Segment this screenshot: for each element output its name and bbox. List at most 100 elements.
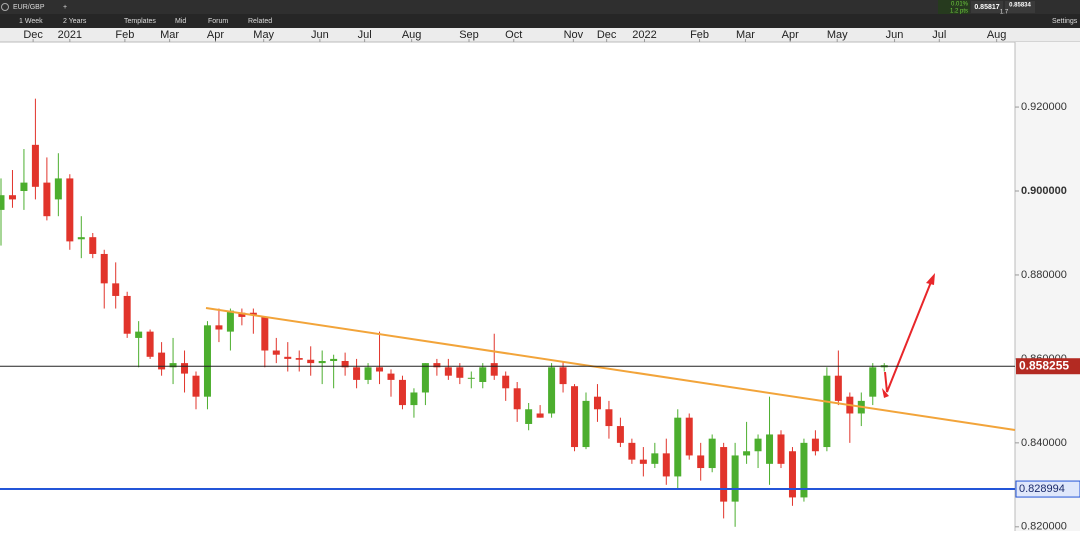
price-label-box: [1015, 480, 1080, 498]
forum-button[interactable]: Forum: [208, 18, 228, 25]
candle-body: [788, 451, 796, 498]
candle-body: [341, 361, 349, 368]
candle-body: [777, 434, 785, 464]
change-box: [938, 0, 970, 14]
settings-button[interactable]: Settings: [1052, 18, 1078, 25]
candle-body: [662, 453, 670, 477]
add-tab[interactable]: +: [63, 4, 67, 11]
x-tick-label: May: [253, 29, 274, 41]
candle-body: [834, 375, 842, 401]
x-tick-label: Feb: [115, 29, 134, 41]
candle-body: [605, 409, 613, 427]
y-tick-label: 0.820000: [1021, 521, 1067, 531]
symbol-icon: [1, 3, 9, 11]
candle-body: [708, 438, 716, 469]
candle-body: [743, 451, 751, 456]
candle-body: [651, 453, 659, 464]
candle-body: [158, 352, 166, 370]
bid[interactable]: 0.85817: [974, 4, 999, 11]
arrow-head: [926, 273, 935, 285]
candle-body: [215, 325, 223, 330]
x-tick-label: May: [827, 29, 848, 41]
candle-body: [295, 358, 303, 360]
related-button[interactable]: Related: [248, 18, 272, 25]
candle-body: [674, 417, 682, 477]
candle-body: [203, 325, 211, 397]
price-axis: [1015, 42, 1080, 531]
candle-body: [226, 310, 234, 332]
x-tick-label: Mar: [736, 29, 755, 41]
candle-body: [181, 363, 189, 374]
ask[interactable]: 0.85834: [1009, 3, 1031, 9]
candle-body: [112, 283, 120, 296]
change-pts: 1.2 pts: [950, 9, 968, 15]
candle-body: [77, 237, 85, 240]
x-tick-label: Jun: [886, 29, 904, 41]
candle-body: [261, 316, 269, 351]
templates-button[interactable]: Templates: [124, 18, 156, 25]
candle-body: [502, 375, 510, 389]
range[interactable]: 2 Years: [63, 18, 87, 25]
candle-body: [593, 396, 601, 410]
candle-body: [433, 363, 441, 368]
candle-body: [490, 363, 498, 376]
candle-body: [284, 356, 292, 359]
price-label: 0.828994: [1019, 483, 1065, 495]
candle-body: [548, 367, 556, 414]
candle-body: [421, 363, 429, 393]
x-tick-label: Aug: [402, 29, 422, 41]
candle-body: [536, 413, 544, 418]
candle-body: [754, 438, 762, 452]
mid-button[interactable]: Mid: [175, 18, 186, 25]
toolbar: [0, 14, 1080, 28]
bid-box[interactable]: [971, 1, 1003, 13]
symbol[interactable]: EUR/GBP: [13, 4, 45, 11]
x-tick-label: Jul: [358, 29, 372, 41]
y-tick-label: 0.900000: [1021, 185, 1067, 197]
candle-body: [307, 359, 315, 364]
y-tick-label: 0.880000: [1021, 269, 1067, 281]
candle-body: [525, 409, 533, 424]
candle-body: [513, 388, 521, 410]
x-tick-label: Apr: [782, 29, 799, 41]
candle-body: [330, 358, 338, 362]
change-pct: 0.01%: [951, 2, 969, 8]
x-tick-label: Apr: [207, 29, 224, 41]
candle-body: [192, 375, 200, 397]
candle-body: [811, 438, 819, 452]
candle-body: [387, 373, 395, 380]
candle-body: [800, 442, 808, 498]
candle-body: [31, 144, 39, 187]
candle-body: [353, 367, 361, 380]
candle-body: [456, 367, 464, 378]
x-tick-label: Jul: [932, 29, 946, 41]
candle-body: [123, 295, 131, 334]
candle-body: [467, 377, 475, 379]
candle-body: [43, 182, 51, 217]
x-tick-label: Jun: [311, 29, 329, 41]
ask-box[interactable]: [1005, 1, 1035, 13]
spread: 1.7: [1000, 10, 1009, 16]
candle-body: [720, 447, 728, 502]
x-tick-label: Nov: [564, 29, 584, 41]
candle-body: [766, 434, 774, 464]
candle-body: [628, 442, 636, 460]
candle-body: [272, 350, 280, 355]
candle-body: [364, 367, 372, 380]
candle-body: [616, 426, 624, 443]
candle-body: [559, 367, 567, 385]
candle-body: [685, 417, 693, 456]
interval[interactable]: 1 Week: [19, 18, 43, 25]
candle-body: [318, 361, 326, 364]
candle-body: [479, 367, 487, 382]
x-tick-label: Mar: [160, 29, 179, 41]
x-tick-label: 2021: [58, 29, 82, 41]
candle-body: [571, 386, 579, 448]
candle-body: [823, 375, 831, 448]
candle-body: [869, 367, 877, 397]
y-tick-label: 0.840000: [1021, 437, 1067, 449]
x-tick-label: Oct: [505, 29, 522, 41]
x-tick-label: Sep: [459, 29, 479, 41]
candle-body: [89, 237, 97, 254]
